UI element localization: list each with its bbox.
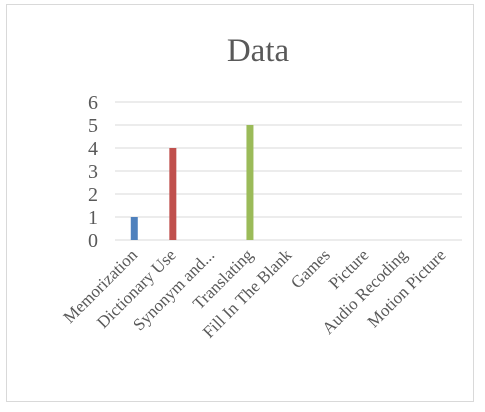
bar-memorization — [130, 217, 138, 240]
gridlines — [115, 101, 462, 241]
y-tick-label: 6 — [88, 92, 98, 114]
y-tick-label: 0 — [88, 230, 98, 252]
bar-dictionary-use — [169, 148, 177, 240]
y-tick-label: 4 — [88, 138, 98, 160]
y-tick-label: 2 — [88, 184, 98, 206]
bars — [130, 125, 254, 240]
y-tick-label: 3 — [88, 161, 98, 183]
chart-title: Data — [227, 33, 290, 69]
y-tick-label: 1 — [88, 207, 98, 229]
y-tick-label: 5 — [88, 115, 98, 137]
category-label: Games — [287, 245, 334, 292]
chart-frame — [6, 4, 474, 402]
bar-translating — [246, 125, 254, 240]
